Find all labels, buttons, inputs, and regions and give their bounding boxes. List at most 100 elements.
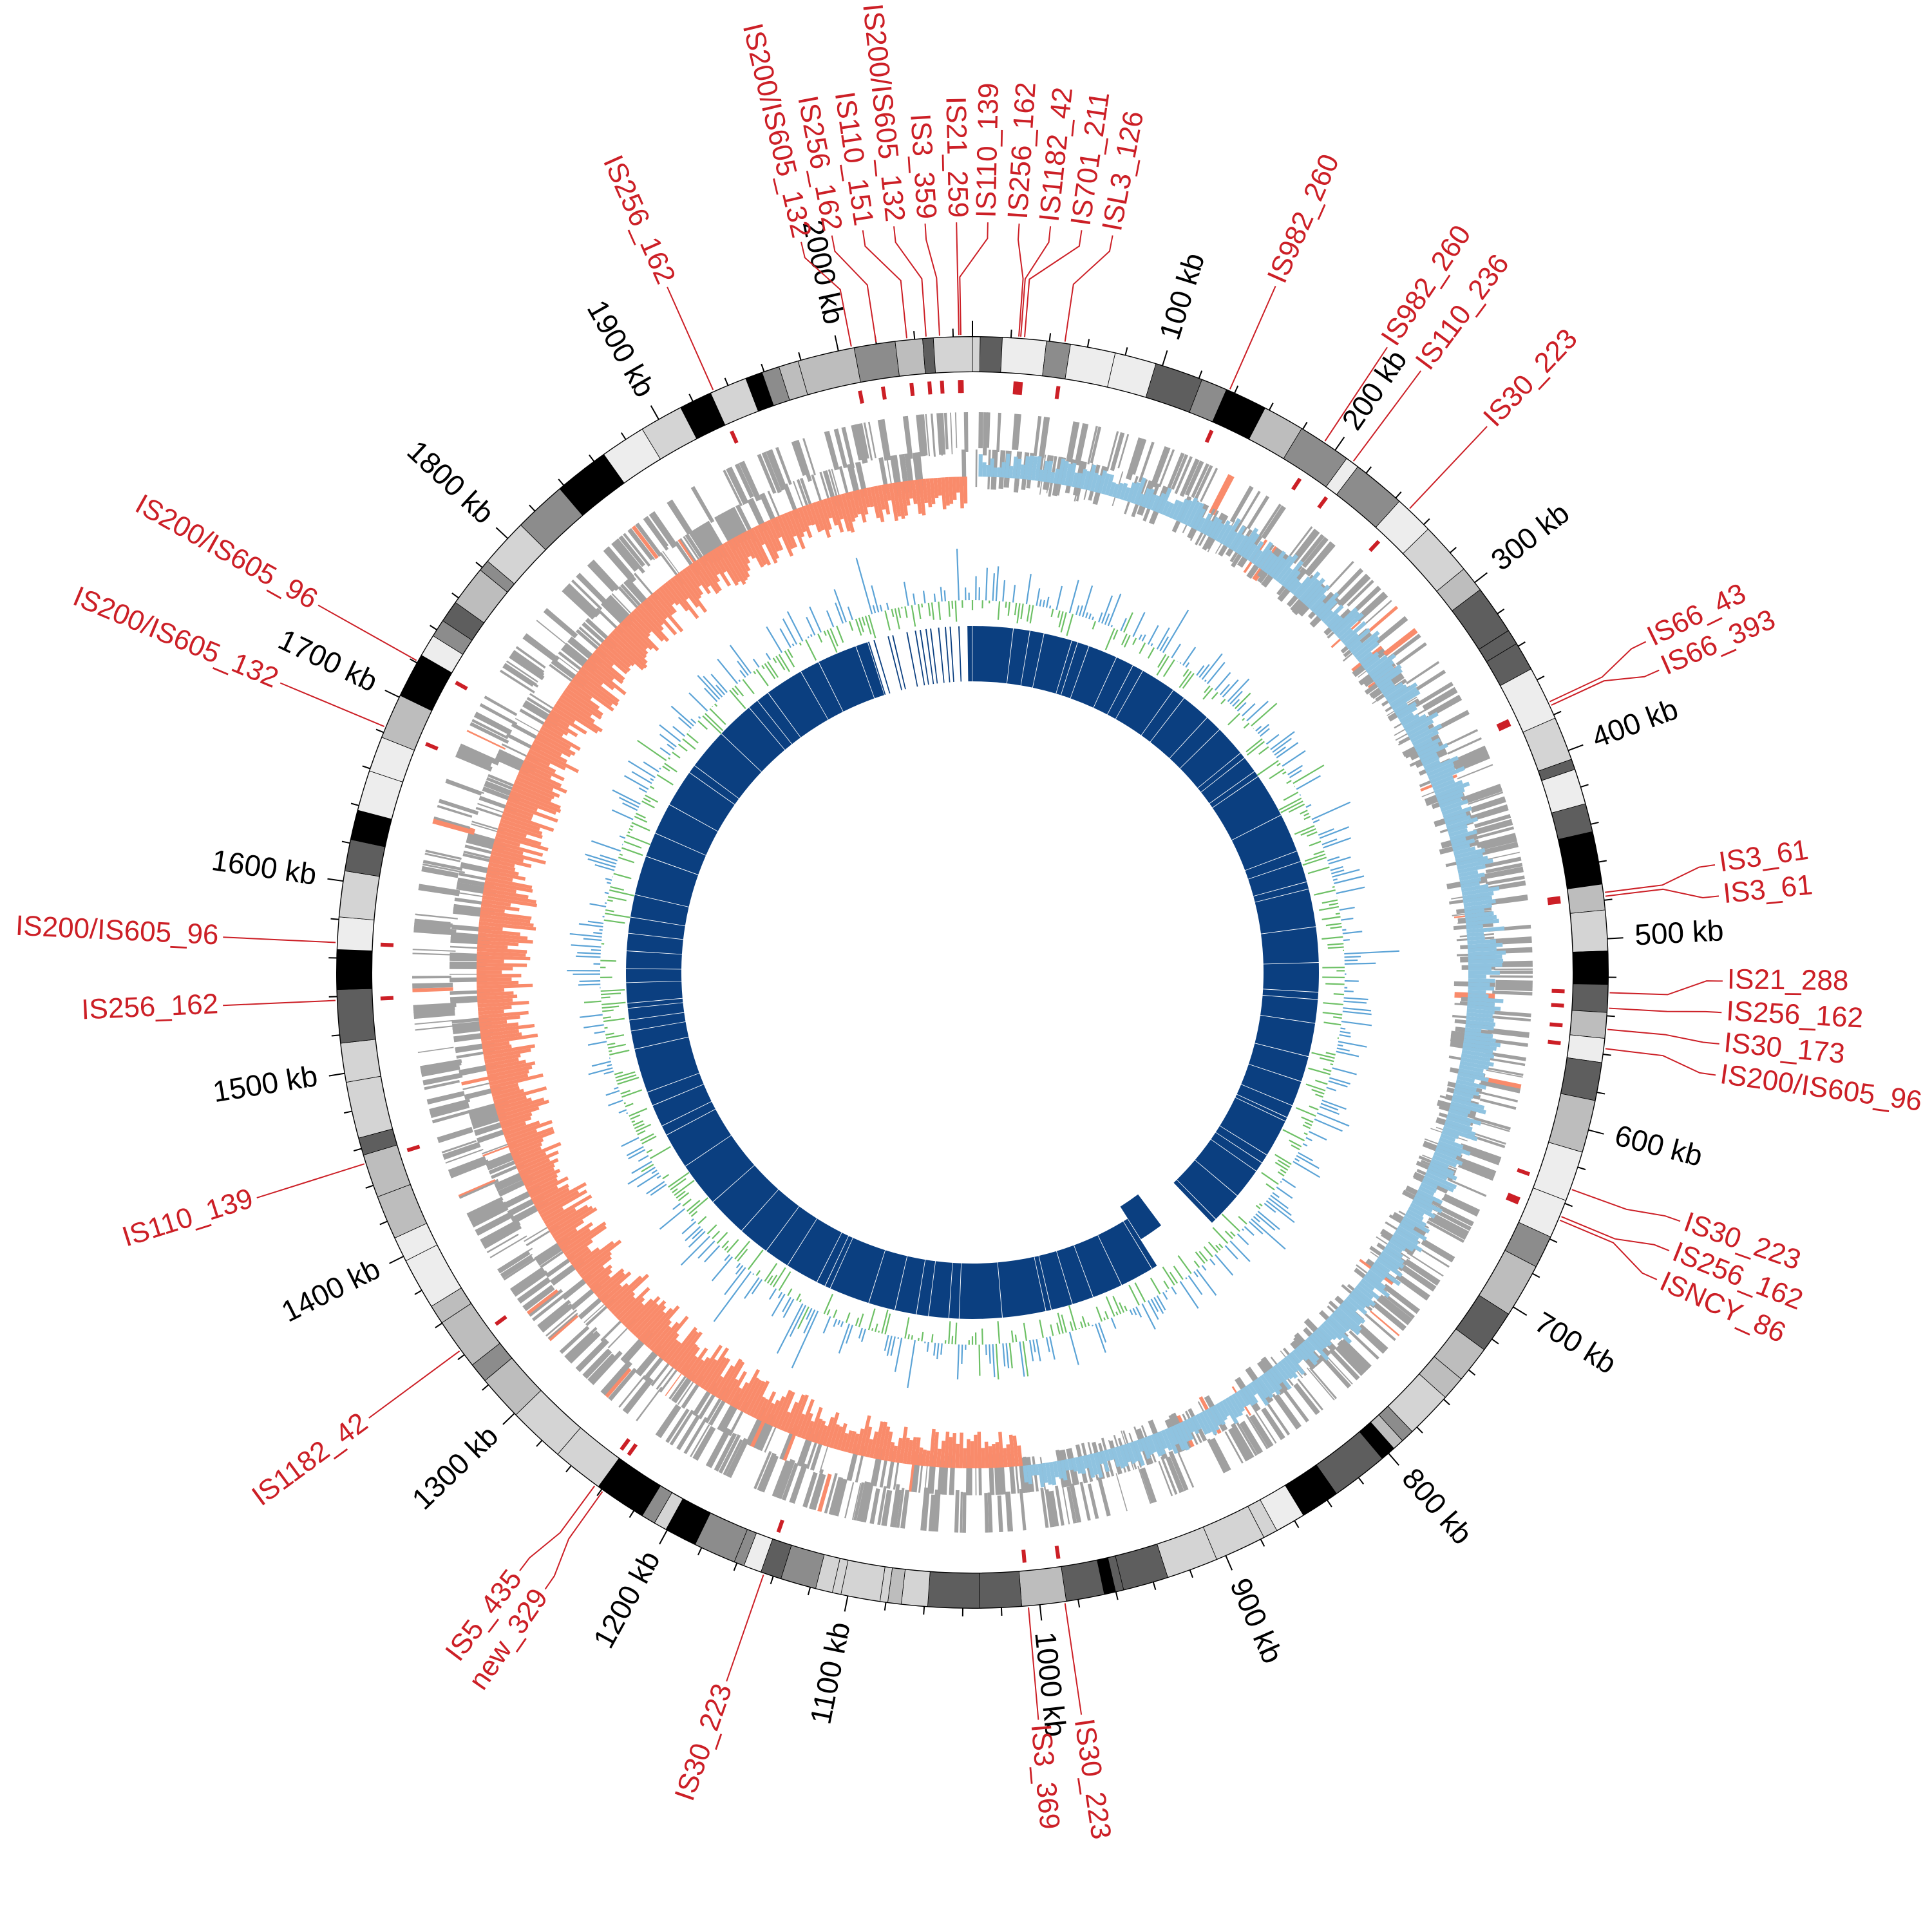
- gc-skew-positive-bar: [1304, 585, 1324, 607]
- gc-above-mark: [1270, 1195, 1289, 1209]
- gc-above-mark: [782, 618, 798, 645]
- gc-skew-negative-bar: [790, 1394, 810, 1435]
- is-label-connector: [519, 1485, 596, 1571]
- gene-block: [536, 620, 568, 646]
- gene-block: [690, 486, 715, 524]
- gc-below-mark: [1005, 601, 1007, 608]
- gene-block: [424, 853, 461, 862]
- gc-below-mark: [662, 1173, 670, 1180]
- gc-below-mark: [855, 1317, 860, 1327]
- gc-skew-positive-bar: [1155, 493, 1166, 513]
- gc-above-mark: [1153, 1296, 1164, 1314]
- inner-block: [1120, 1194, 1162, 1240]
- gc-skew-positive-bar: [1395, 701, 1417, 717]
- gc-skew-negative-bar: [509, 790, 562, 813]
- gene-block: [1495, 960, 1533, 967]
- gc-below-mark: [1218, 1243, 1224, 1249]
- gc-skew-positive-bar: [1464, 911, 1494, 919]
- gc-skew-positive-bar: [1148, 494, 1157, 510]
- gc-skew-negative-bar: [922, 478, 929, 504]
- gene-block: [877, 1486, 887, 1526]
- gene-block: [448, 1156, 487, 1176]
- gc-below-mark: [1087, 1322, 1090, 1327]
- gc-skew-positive-bar: [1421, 1179, 1438, 1189]
- tick-label: 900 kb: [1224, 1573, 1290, 1668]
- gc-skew-negative-bar: [673, 574, 699, 608]
- gc-below-mark: [1305, 1083, 1326, 1092]
- gc-skew-negative-bar: [911, 480, 918, 504]
- is-label-connector: [368, 1350, 460, 1419]
- gc-above-mark: [690, 1218, 694, 1222]
- gc-below-mark: [799, 642, 802, 646]
- gc-skew-positive-bar: [1467, 997, 1504, 1003]
- gc-below-mark: [1302, 1124, 1311, 1130]
- gc-skew-negative-bar: [862, 488, 871, 508]
- gene-block: [1332, 568, 1364, 600]
- minor-tick: [1604, 898, 1613, 901]
- inner-block: [892, 635, 906, 690]
- is-label-connector: [667, 287, 714, 390]
- gc-above-mark: [1156, 627, 1170, 650]
- gc-skew-positive-bar: [1372, 1263, 1401, 1286]
- gc-below-mark: [734, 685, 744, 697]
- minor-tick: [451, 592, 459, 599]
- gc-above-mark: [1082, 585, 1094, 618]
- gc-below-mark: [619, 853, 623, 857]
- gene-block: [412, 976, 451, 979]
- gc-skew-negative-bar: [635, 1305, 667, 1339]
- gc-below-mark: [1169, 1271, 1179, 1284]
- inner-block: [768, 671, 828, 737]
- gene-block: [645, 516, 669, 547]
- gene-block: [438, 799, 479, 815]
- gc-skew-positive-bar: [1052, 1461, 1059, 1478]
- gene-block: [1158, 1461, 1173, 1497]
- minor-tick: [1598, 860, 1607, 863]
- gc-above-mark: [894, 1338, 903, 1372]
- gc-skew-negative-bar: [566, 685, 600, 710]
- gc-above-mark: [604, 902, 607, 904]
- gc-above-mark: [670, 705, 694, 726]
- inner-block: [629, 1012, 686, 1031]
- gc-skew-negative-bar: [601, 640, 631, 668]
- gene-block: [1492, 1010, 1531, 1018]
- gc-skew-positive-bar: [1334, 611, 1360, 636]
- gc-skew-negative-bar: [1012, 1435, 1019, 1467]
- gc-skew-positive-bar: [1468, 974, 1486, 979]
- gc-skew-negative-bar: [780, 513, 798, 548]
- gc-skew-negative-bar: [815, 500, 831, 538]
- gc-below-mark: [620, 1090, 630, 1095]
- gc-skew-negative-bar: [1009, 1434, 1016, 1467]
- gc-skew-negative-bar: [667, 1327, 697, 1365]
- gene-block: [1485, 862, 1523, 874]
- gene-block: [1384, 1293, 1416, 1320]
- gc-skew-positive-bar: [1251, 549, 1263, 565]
- gc-skew-positive-bar: [1338, 1304, 1362, 1326]
- gc-skew-positive-bar: [1136, 1439, 1144, 1452]
- gc-above-mark: [576, 955, 601, 958]
- inner-block: [634, 1037, 699, 1092]
- gc-above-mark: [1342, 1010, 1372, 1016]
- gc-below-mark: [1296, 1107, 1316, 1117]
- gc-skew-negative-bar: [715, 1358, 743, 1399]
- gc-below-mark: [603, 1016, 611, 1019]
- gc-skew-negative-bar: [574, 1240, 614, 1272]
- gene-block: [725, 1437, 750, 1479]
- gene-block: [723, 469, 743, 507]
- gene-block: [767, 490, 783, 524]
- gc-below-mark: [1016, 603, 1021, 624]
- gc-skew-negative-bar: [504, 1119, 553, 1141]
- is-label-connector: [279, 682, 385, 727]
- gc-below-mark: [1314, 1079, 1328, 1085]
- gc-skew-negative-bar: [848, 491, 858, 518]
- tick-label: 1300 kb: [405, 1419, 504, 1516]
- gc-below-mark: [677, 743, 688, 752]
- is-element-marker: [1021, 1549, 1027, 1563]
- gc-below-mark: [1010, 1331, 1014, 1343]
- is-element-label: IS256_162: [1725, 995, 1864, 1034]
- gc-skew-positive-bar: [1466, 932, 1484, 938]
- gc-above-mark: [1270, 731, 1295, 750]
- gene-block: [1428, 1217, 1466, 1240]
- major-tick: [1388, 1452, 1399, 1466]
- inner-block: [1094, 657, 1133, 715]
- gc-below-mark: [1068, 1305, 1077, 1331]
